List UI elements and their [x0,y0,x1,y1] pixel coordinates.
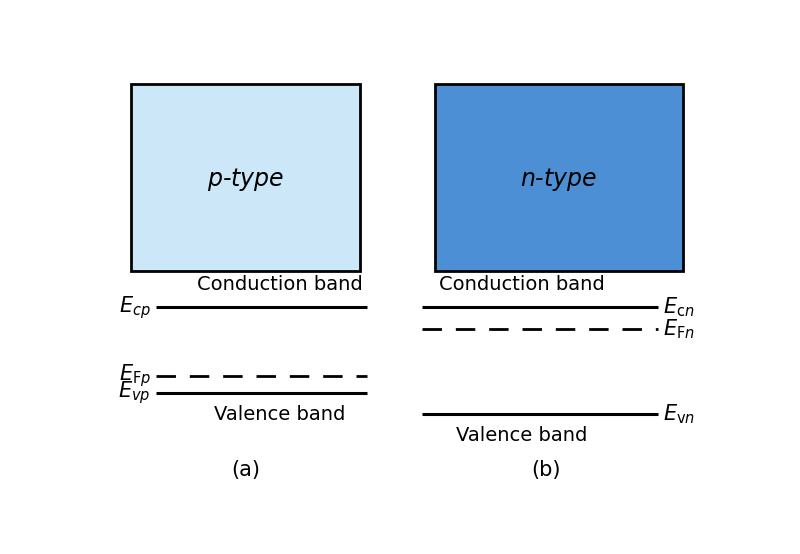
Text: Conduction band: Conduction band [197,275,362,294]
Text: $E_{\mathrm{c}n}$: $E_{\mathrm{c}n}$ [663,296,694,319]
FancyBboxPatch shape [435,84,683,271]
Text: $E_{\mathrm{F}n}$: $E_{\mathrm{F}n}$ [663,317,695,341]
Text: $E_{\mathrm{F}p}$: $E_{\mathrm{F}p}$ [118,362,151,389]
Text: $E_{cp}$: $E_{cp}$ [119,294,151,321]
Text: Valence band: Valence band [456,426,587,445]
Text: $n$-type: $n$-type [520,166,598,193]
Text: Valence band: Valence band [214,405,346,424]
Text: $E_{\mathrm{v}n}$: $E_{\mathrm{v}n}$ [663,402,695,426]
Text: (a): (a) [231,460,260,480]
Text: (b): (b) [532,460,561,480]
Text: Conduction band: Conduction band [438,275,605,294]
Text: $E_{vp}$: $E_{vp}$ [118,379,151,406]
FancyBboxPatch shape [131,84,360,271]
Text: $p$-type: $p$-type [207,166,284,193]
